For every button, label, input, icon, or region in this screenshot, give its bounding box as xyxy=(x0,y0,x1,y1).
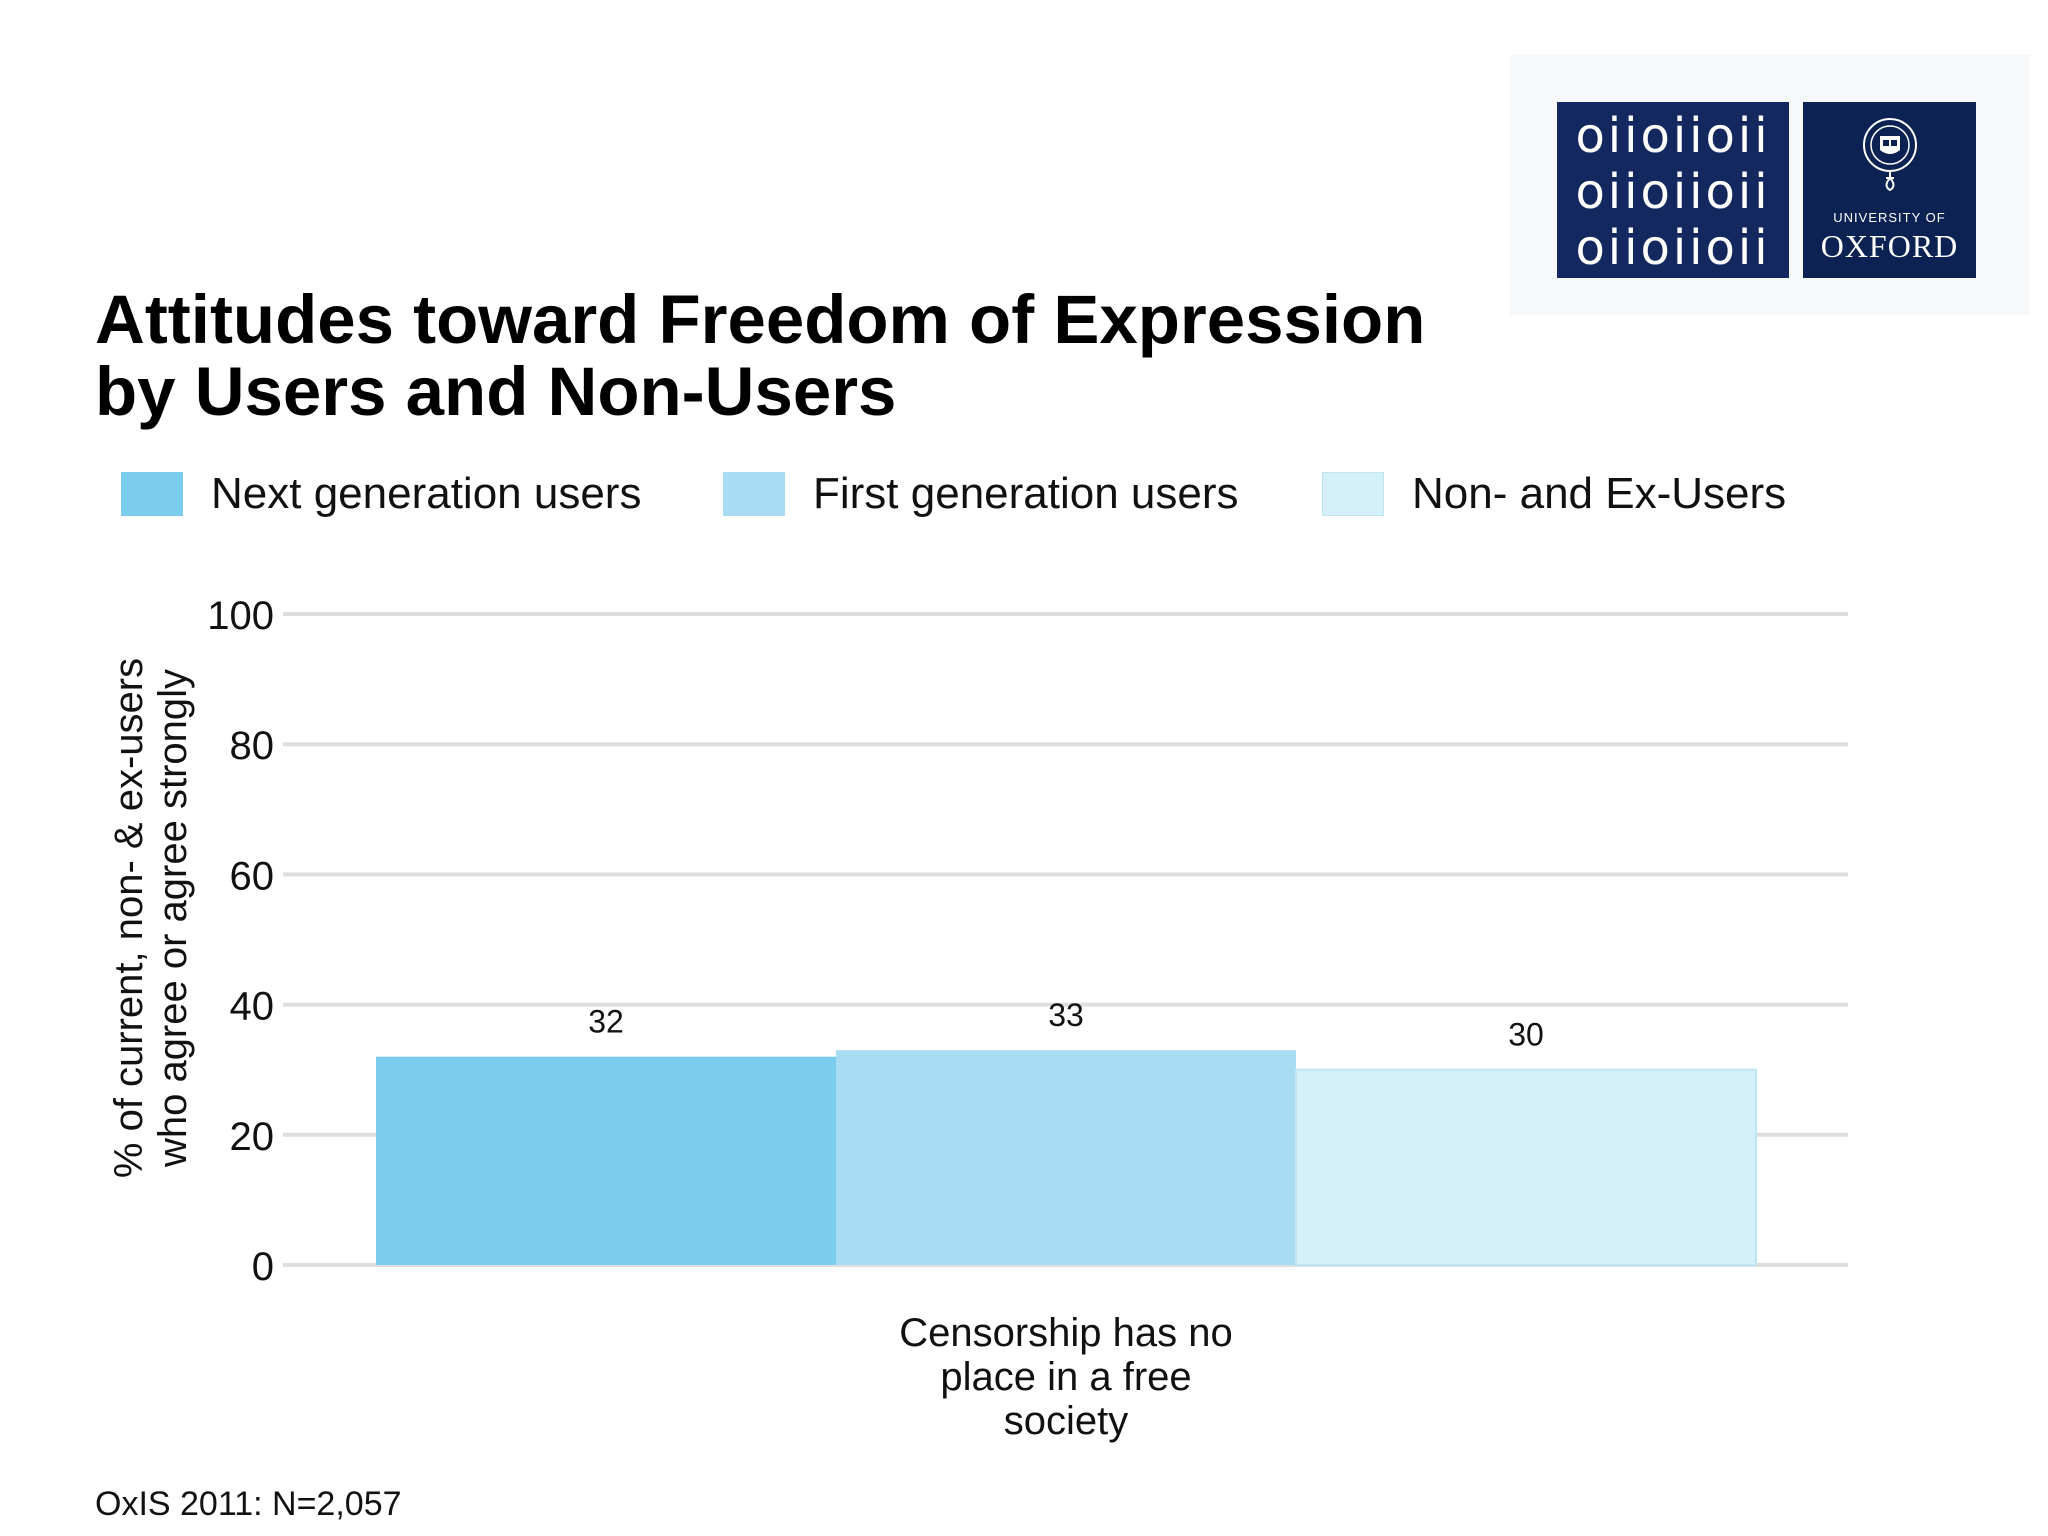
oii-logo-row: oiioiioii xyxy=(1575,108,1771,164)
oxford-logo-name: OXFORD xyxy=(1820,228,1959,264)
legend-swatch xyxy=(1322,472,1384,516)
y-tick-label: 40 xyxy=(230,985,275,1029)
oii-logo-row: oiioiioii xyxy=(1575,164,1771,220)
logo-panel: oiioiioii oiioiioii oiioiioii UNIVERSITY… xyxy=(1510,55,2030,315)
legend-item-non-and-ex-users: Non- and Ex-Users xyxy=(1322,469,1787,518)
bar xyxy=(376,1056,836,1265)
oii-logo-row: oiioiioii xyxy=(1575,220,1771,276)
chart-title-line: by Users and Non-Users xyxy=(95,353,897,430)
legend-label: Next generation users xyxy=(211,469,642,518)
legend-label: First generation users xyxy=(813,469,1239,518)
legend-swatch xyxy=(723,472,785,516)
chart-title: Attitudes toward Freedom of Expression b… xyxy=(95,284,1425,428)
bar-value-label: 33 xyxy=(1048,997,1084,1033)
legend-label: Non- and Ex-Users xyxy=(1412,469,1787,518)
y-tick-label: 20 xyxy=(230,1115,275,1159)
bar-value-label: 32 xyxy=(588,1004,624,1040)
x-category-label-line: Censorship has no xyxy=(899,1311,1233,1355)
y-tick-label: 60 xyxy=(230,854,275,898)
chart-title-line: Attitudes toward Freedom of Expression xyxy=(95,281,1426,358)
footnote: OxIS 2011: N=2,057 xyxy=(95,1485,402,1523)
legend-item-next-generation: Next generation users xyxy=(121,469,642,518)
x-category-label-line: society xyxy=(1004,1399,1129,1443)
oxford-logo-university-of: UNIVERSITY OF xyxy=(1833,210,1946,225)
bar xyxy=(1295,1068,1757,1266)
legend-item-first-generation: First generation users xyxy=(723,469,1239,518)
bar xyxy=(836,1050,1296,1265)
x-category-label-line: place in a free xyxy=(940,1355,1191,1399)
oxford-crest-icon xyxy=(1863,118,1917,192)
y-tick-label: 80 xyxy=(230,724,275,768)
oii-logo: oiioiioii oiioiioii oiioiioii xyxy=(1557,102,1789,278)
bar-value-label: 30 xyxy=(1508,1017,1544,1053)
y-tick-label: 0 xyxy=(252,1245,274,1289)
oxford-logo: UNIVERSITY OF OXFORD xyxy=(1803,102,1976,278)
y-tick-label: 100 xyxy=(207,594,274,638)
legend-swatch xyxy=(121,472,183,516)
